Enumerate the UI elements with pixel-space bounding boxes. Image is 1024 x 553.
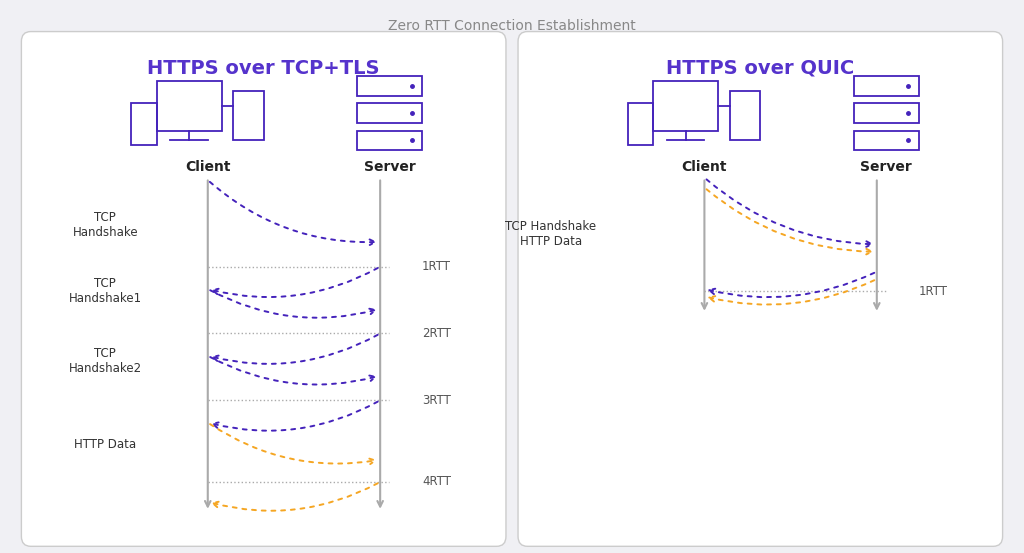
Bar [730, 91, 760, 140]
Text: Client: Client [682, 160, 727, 174]
Text: Client: Client [185, 160, 230, 174]
Text: 1RTT: 1RTT [919, 285, 948, 298]
Text: 4RTT: 4RTT [422, 476, 452, 488]
Bar [853, 131, 919, 150]
FancyBboxPatch shape [518, 32, 1002, 546]
Bar [653, 81, 719, 131]
Text: TCP
Handshake: TCP Handshake [73, 211, 138, 238]
Bar [157, 81, 222, 131]
Text: Zero RTT Connection Establishment: Zero RTT Connection Establishment [388, 19, 636, 33]
Text: HTTPS over QUIC: HTTPS over QUIC [667, 59, 854, 78]
Bar [628, 103, 653, 145]
Bar [356, 103, 422, 123]
Bar [131, 103, 157, 145]
Bar [853, 76, 919, 96]
Bar [853, 103, 919, 123]
Text: 1RTT: 1RTT [422, 260, 452, 273]
Text: 3RTT: 3RTT [422, 394, 451, 407]
Text: TCP
Handshake2: TCP Handshake2 [69, 347, 142, 375]
Text: HTTP Data: HTTP Data [74, 439, 136, 451]
Text: HTTPS over TCP+TLS: HTTPS over TCP+TLS [147, 59, 380, 78]
Text: 2RTT: 2RTT [422, 327, 452, 340]
Text: TCP
Handshake1: TCP Handshake1 [69, 278, 142, 305]
Bar [356, 131, 422, 150]
Text: Server: Server [860, 160, 912, 174]
FancyBboxPatch shape [22, 32, 506, 546]
Bar [356, 76, 422, 96]
Bar [233, 91, 264, 140]
Text: Server: Server [364, 160, 416, 174]
Text: TCP Handshake
HTTP Data: TCP Handshake HTTP Data [505, 221, 596, 248]
